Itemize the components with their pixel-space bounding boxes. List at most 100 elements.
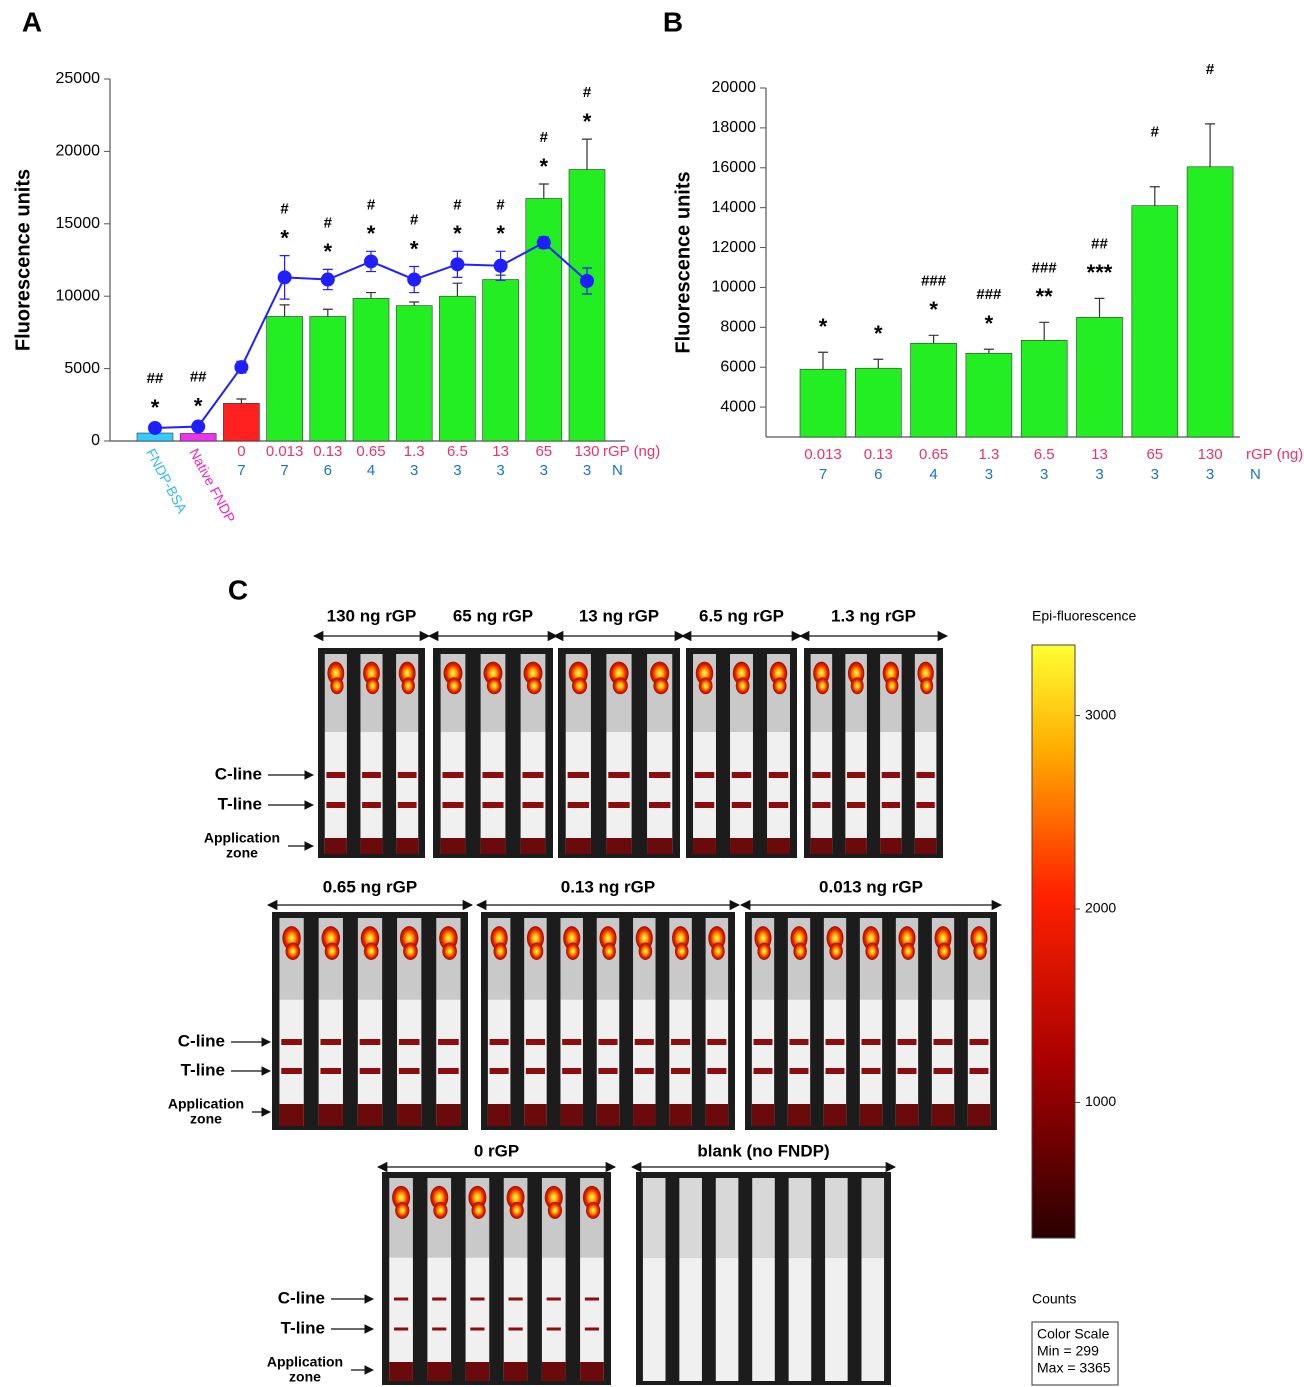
error-bar [366,291,376,299]
significance-star: * [324,239,333,264]
application-zone-signal [823,1104,847,1126]
line-point [234,360,249,375]
t-line-signal [825,1068,845,1074]
t-line-signal [397,802,417,808]
signal-blob [395,1201,410,1219]
signal-blob [829,942,843,960]
signal-blob [547,1201,563,1219]
application-zone-signal [427,1362,452,1381]
c-line-signal [694,772,715,778]
application-zone-signal [767,838,790,854]
signal-blob [865,942,879,960]
strip-bottom [788,1257,812,1381]
line-point [364,254,378,269]
strip-bottom [360,732,383,854]
x-tick-label: 1.3 [978,446,999,463]
y-tick-label: 6000 [720,358,756,375]
t-line-label: T-line [218,794,262,813]
strip-bottom [560,999,583,1126]
t-line-signal [398,1068,420,1074]
application-zone-label: zone [190,1111,222,1127]
x-tick-label: 65 [1146,446,1163,463]
y-tick-label: 20000 [56,143,101,160]
x-tick-label: 6.5 [447,443,468,460]
t-line-signal [753,1068,773,1074]
y-tick-label: 25000 [56,70,101,87]
c-line-signal [525,1039,545,1045]
t-line-signal [470,1327,485,1331]
group-title: 65 ng rGP [453,606,533,625]
bar [965,352,1013,438]
t-line-signal [671,1068,691,1074]
significance-hash: # [583,84,592,101]
bar [910,342,957,438]
strip-bottom [880,732,902,854]
n-row-label: N [1250,466,1261,483]
strip-bottom [914,732,937,854]
bar [568,169,606,442]
signal-blob [901,942,915,960]
application-zone-signal [647,838,673,854]
bar [854,367,902,438]
error-bar [538,183,549,199]
application-zone-signal [859,1104,883,1126]
application-zone-signal [318,1104,343,1126]
bar [799,368,847,438]
c-line-signal [671,1039,691,1045]
c-line-signal [508,1297,523,1301]
c-line-signal [562,1039,582,1045]
significance-star: * [453,221,462,246]
color-scale-unit: Counts [1032,1291,1076,1307]
y-tick-label: 10000 [56,287,101,304]
strip-bottom [669,999,692,1126]
error-bar [1149,186,1160,206]
strip-top [679,1178,702,1258]
application-zone-signal [845,838,867,854]
line-point [450,257,465,272]
strip-bottom [642,1257,666,1381]
color-scale-box-text: Color Scale [1037,1326,1110,1342]
group-title: 0.65 ng rGP [323,877,417,896]
x-tick-label: 130 [574,443,599,460]
bar [223,403,260,442]
color-scale-tick-label: 3000 [1085,706,1116,722]
strip-bottom [810,732,833,854]
significance-star: * [985,311,994,336]
group-title: blank (no FNDP) [697,1141,829,1160]
t-line-signal [482,802,504,808]
color-scale-tick-label: 2000 [1085,900,1116,916]
c-line-signal [393,1297,409,1301]
bar [439,295,476,442]
y-tick-label: 20000 [712,79,757,96]
c-line-signal [634,1039,654,1045]
application-zone-signal [436,1104,461,1126]
significance-star: * [819,314,828,339]
signal-blob [401,677,415,695]
strip-bottom [596,999,620,1126]
application-zone-signal [914,838,937,854]
strip-image [382,1172,611,1385]
x-tick-label: 0.013 [266,443,304,460]
error-bar [322,308,333,317]
signal-blob [653,677,669,695]
error-bar [873,358,884,369]
application-zone-signal [360,838,383,854]
error-bar [928,334,939,344]
t-line-signal [432,1327,447,1331]
significance-star: * [496,221,505,246]
strip-bottom [715,1257,739,1381]
t-line-label: T-line [281,1318,325,1337]
strip-bottom [859,999,883,1126]
application-zone-signal [541,1362,566,1381]
y-tick-label: 15000 [56,215,101,232]
signal-blob [442,942,457,960]
bar [179,433,217,442]
significance-hash: ### [1032,259,1058,276]
x-tick-label: 65 [535,443,552,460]
c-line-signal [397,772,417,778]
t-line-signal [731,802,752,808]
application-zone-signal [520,838,546,854]
significance-hash: ## [147,370,164,387]
signal-blob [493,942,508,960]
application-zone-signal [580,1362,604,1381]
